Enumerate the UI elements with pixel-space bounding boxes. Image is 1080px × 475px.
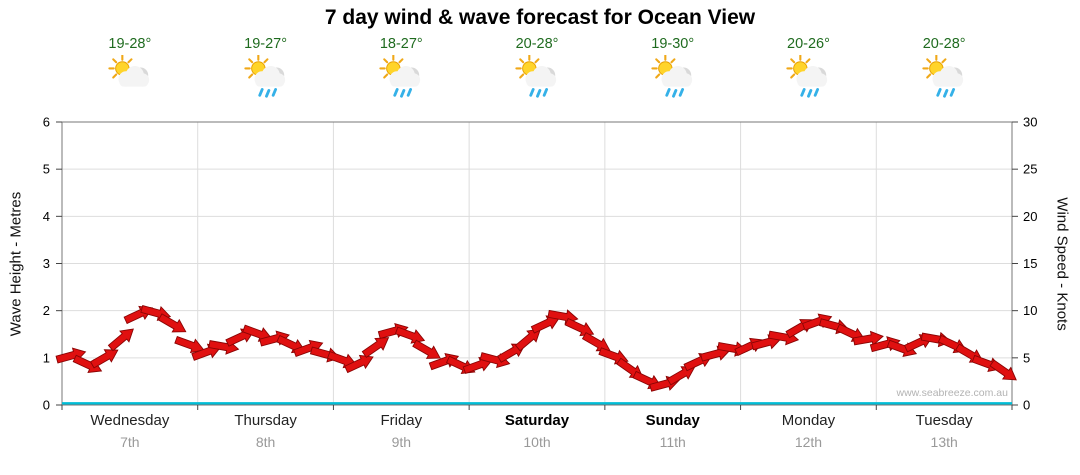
chart-title: 7 day wind & wave forecast for Ocean Vie…: [324, 6, 756, 29]
weather-icon-showers: [651, 55, 692, 98]
right-axis-ticks: 0 5 10 15 20 25 30: [1012, 115, 1037, 413]
day-date: 12th: [794, 434, 823, 450]
day-column-header: 19-28°: [62, 36, 198, 101]
day-column-header: 19-27°: [198, 36, 334, 101]
svg-text:5: 5: [1023, 350, 1030, 365]
day-name: Sunday: [645, 412, 700, 429]
temperature-range: 20-28°: [515, 36, 559, 52]
day-header-row: 19-28° 19-27° 18-27° 20-28° 19-30° 20-26° 20-2…: [62, 36, 1012, 101]
day-name: Monday: [781, 412, 836, 429]
day-column-label: Tuesday 13th: [876, 412, 1012, 450]
temperature-range: 20-26°: [787, 36, 830, 52]
weather-icon-showers: [786, 55, 828, 98]
day-column-header: 20-28°: [876, 36, 1012, 101]
wind-arrow: [157, 313, 187, 333]
weather-icon-partly-cloudy: [108, 55, 150, 87]
gridlines: [62, 122, 1012, 405]
weather-icon-showers: [243, 55, 285, 98]
weather-icon-showers: [922, 55, 964, 98]
day-column-header: 19-30°: [605, 36, 741, 101]
day-date: 11th: [659, 434, 686, 450]
svg-text:1: 1: [43, 350, 50, 365]
left-axis-ticks: 0 1 2 3 4 5 6: [43, 115, 62, 413]
wind-arrow: [989, 359, 1017, 381]
svg-text:25: 25: [1023, 162, 1037, 177]
day-column-label: Friday 9th: [333, 412, 469, 450]
svg-text:4: 4: [43, 209, 50, 224]
day-name: Tuesday: [915, 412, 973, 429]
day-date: 8th: [255, 434, 276, 450]
svg-text:6: 6: [43, 115, 50, 130]
wind-arrow-series: [55, 305, 1017, 392]
day-column-header: 20-26°: [741, 36, 877, 101]
wind-arrow: [530, 315, 561, 334]
x-axis-ticks: [61, 405, 1013, 410]
svg-text:0: 0: [43, 398, 50, 413]
watermark: www.seabreeze.com.au: [896, 387, 1008, 399]
wind-arrow: [852, 330, 884, 347]
wind-arrow: [361, 337, 390, 359]
svg-text:2: 2: [43, 303, 50, 318]
day-date: 7th: [120, 434, 140, 450]
weather-icon-showers: [379, 55, 421, 98]
svg-text:5: 5: [43, 162, 50, 177]
day-column-label: Thursday 8th: [198, 412, 334, 450]
day-name: Wednesday: [90, 412, 170, 429]
day-name: Friday: [380, 412, 423, 429]
wind-arrow: [89, 349, 119, 369]
temperature-range: 19-28°: [108, 36, 152, 52]
svg-text:15: 15: [1023, 256, 1037, 271]
day-column-label: Saturday 10th: [469, 412, 605, 450]
day-column-label: Monday 12th: [741, 412, 877, 450]
temperature-range: 19-30°: [651, 36, 695, 52]
wind-arrow: [462, 356, 493, 375]
day-labels-row: Wednesday 7th Thursday 8th Friday 9th Saturday…: [62, 412, 1012, 450]
day-column-header: 18-27°: [333, 36, 469, 101]
svg-text:20: 20: [1023, 209, 1037, 224]
day-name: Saturday: [504, 412, 570, 429]
wind-arrow: [344, 354, 374, 374]
svg-text:30: 30: [1023, 115, 1037, 130]
wind-arrow: [514, 328, 542, 352]
temperature-range: 19-27°: [244, 36, 288, 52]
day-column-header: 20-28°: [469, 36, 605, 101]
day-column-label: Sunday 11th: [605, 412, 741, 450]
wind-arrow: [412, 339, 441, 359]
day-date: 10th: [523, 434, 551, 450]
weather-icon-showers: [515, 55, 557, 98]
wind-arrow: [632, 370, 663, 390]
svg-text:3: 3: [43, 256, 50, 271]
day-date: 9th: [391, 434, 412, 450]
day-name: Thursday: [234, 412, 297, 429]
wind-arrow: [174, 335, 205, 354]
temperature-range: 20-28°: [922, 36, 966, 52]
day-date: 13th: [930, 434, 958, 450]
day-column-label: Wednesday 7th: [62, 412, 198, 450]
temperature-range: 18-27°: [379, 36, 423, 52]
wind-arrow: [107, 328, 134, 352]
svg-text:10: 10: [1023, 303, 1037, 318]
wind-arrow: [666, 366, 696, 386]
svg-text:0: 0: [1023, 398, 1030, 413]
wind-arrow: [903, 334, 934, 353]
